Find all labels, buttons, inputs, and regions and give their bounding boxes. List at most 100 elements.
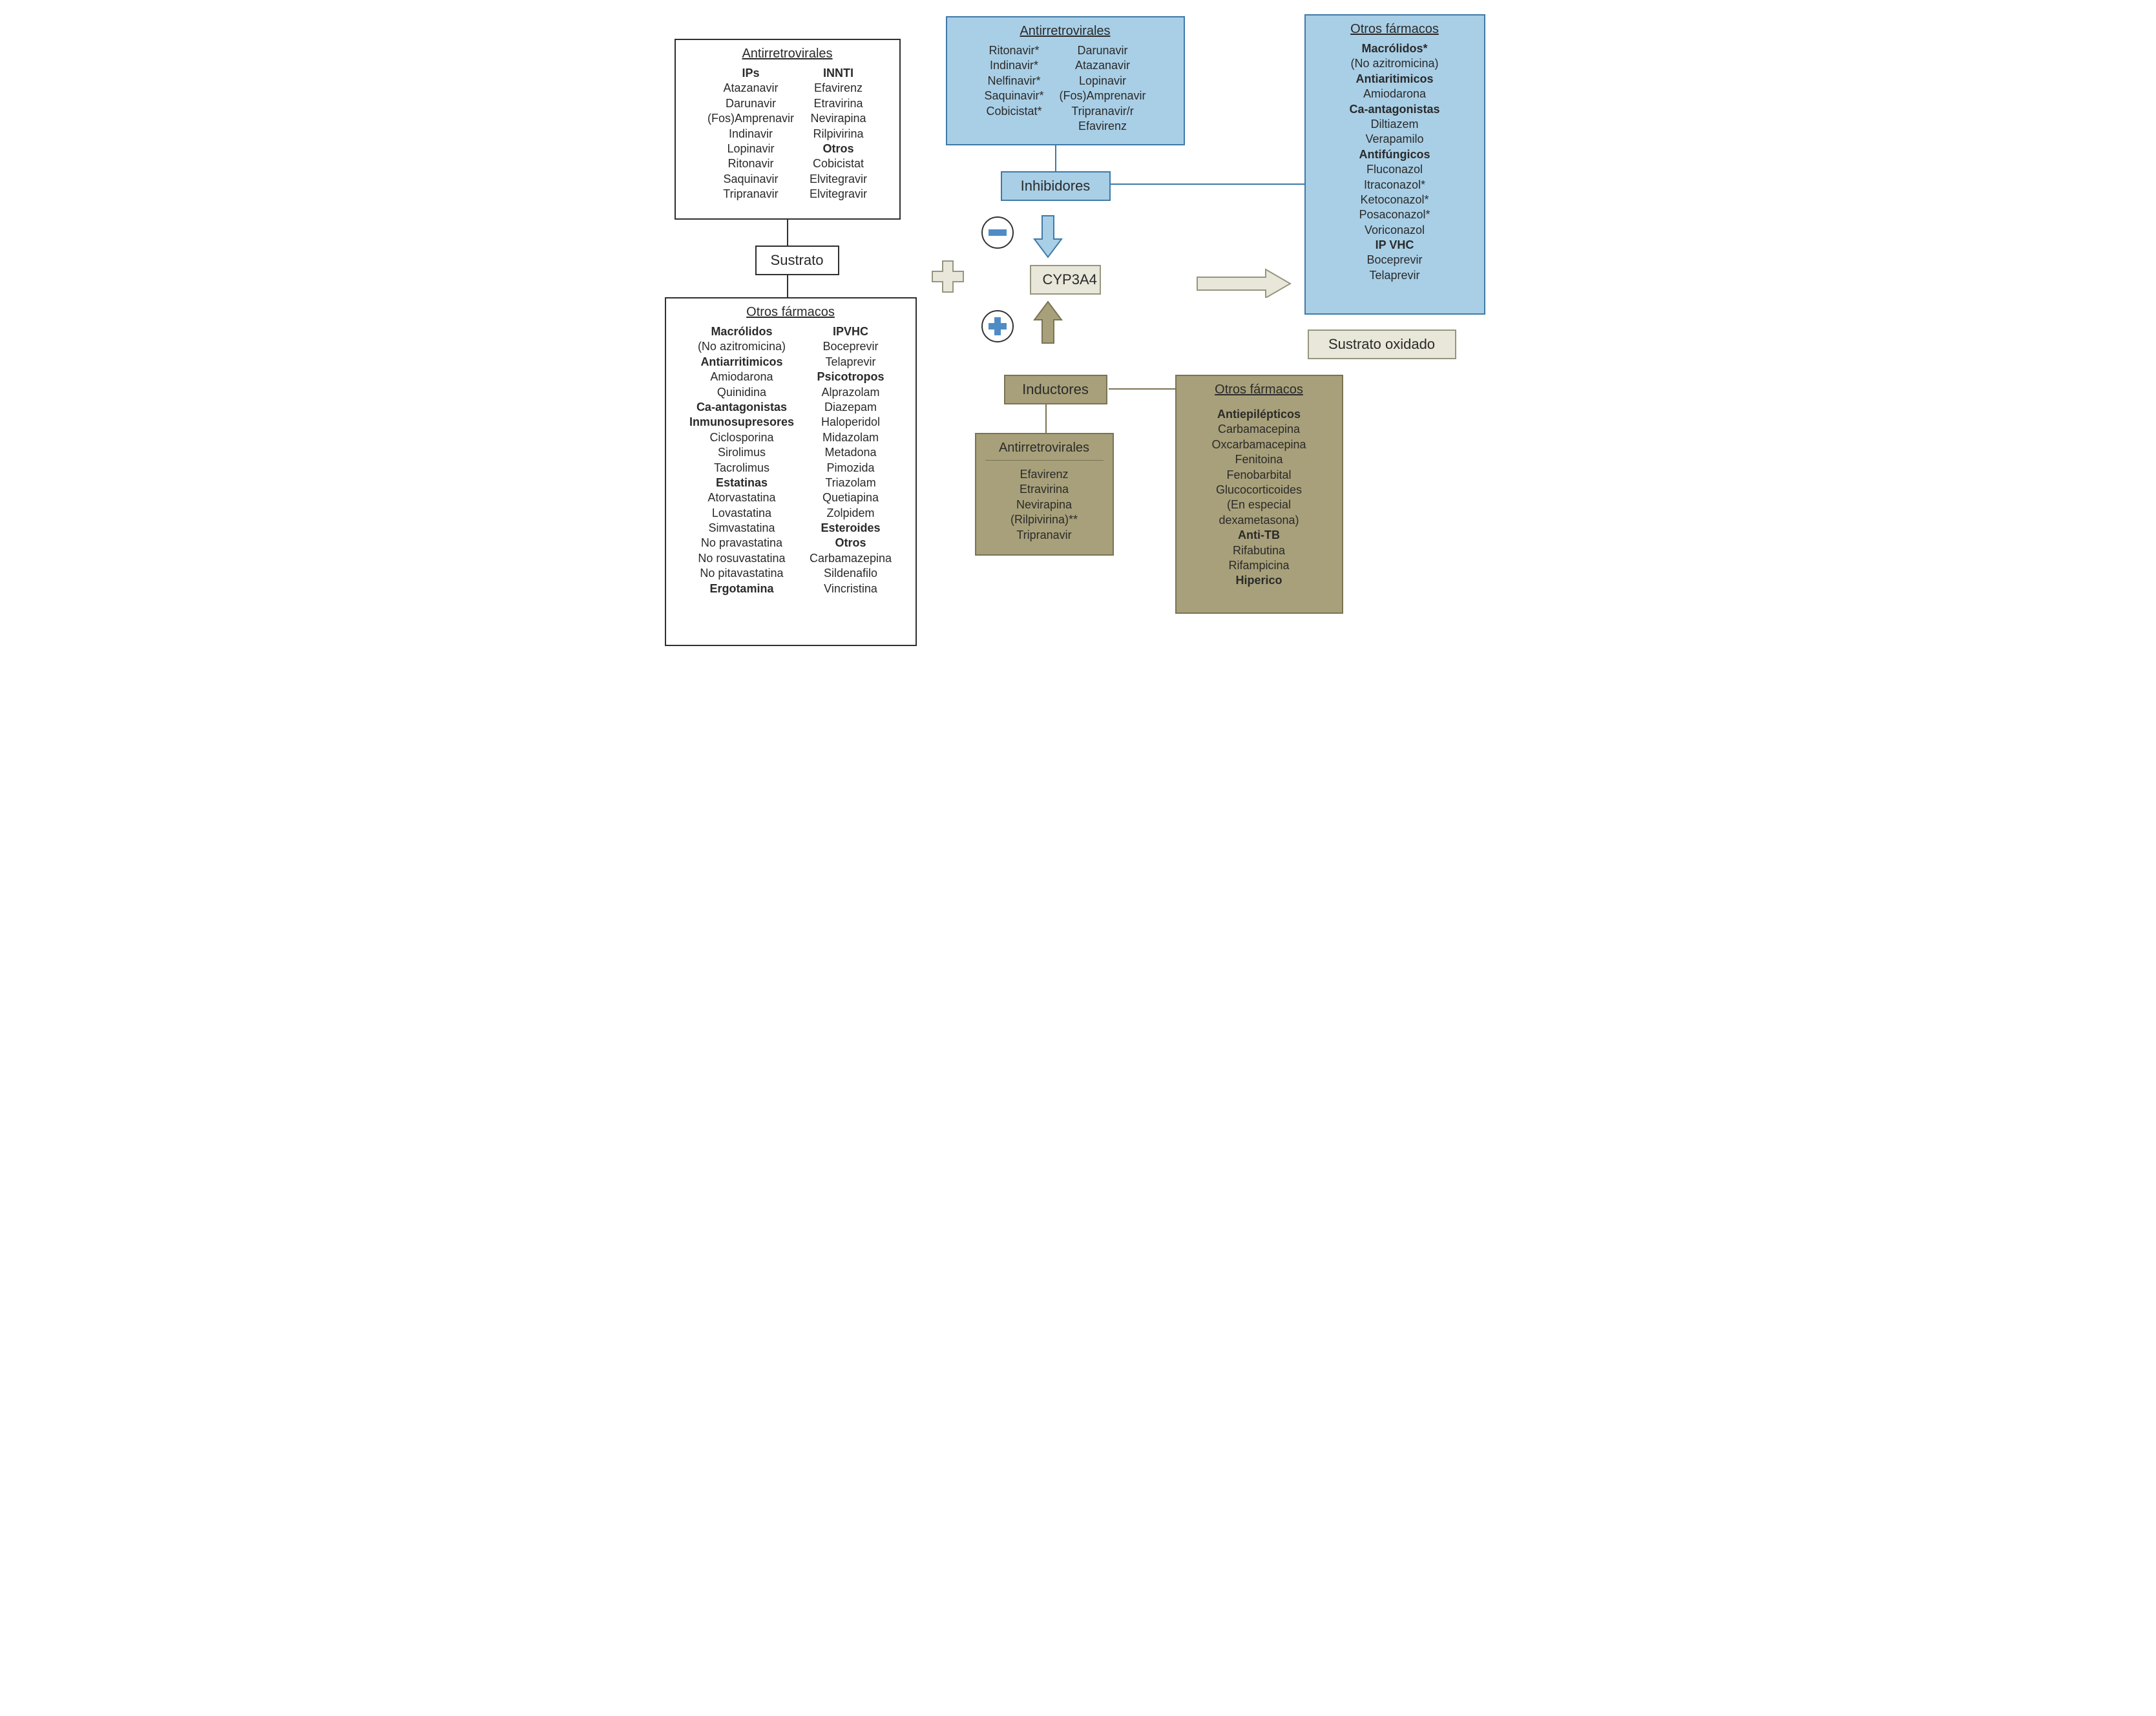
list-item: No pravastatina (701, 536, 782, 550)
list-item: Hiperico (1235, 573, 1282, 588)
list-item: No rosuvastatina (698, 551, 785, 566)
list-item: Efavirenz (1020, 467, 1068, 482)
list-item: (No azitromicina) (1350, 56, 1438, 71)
list-item: Etravirina (1020, 482, 1069, 497)
list-item: Diltiazem (1370, 117, 1418, 132)
list-item: Carbamazepina (810, 551, 892, 566)
list-item: Rifabutina (1233, 543, 1285, 558)
list-item: Atazanavir (723, 81, 778, 96)
list-item: Verapamilo (1365, 132, 1423, 147)
list-item: Efavirenz (1078, 119, 1127, 134)
substrate-innti-column: INNTIEfavirenzEtravirinaNevirapinaRilpiv… (810, 66, 867, 202)
substrate-ips-column: IPsAtazanavirDarunavir(Fos)AmprenavirInd… (707, 66, 794, 202)
list-item: Simvastatina (708, 521, 775, 536)
list-item: Tripranavir/r (1071, 104, 1133, 119)
list-item: Telaprevir (826, 355, 876, 370)
list-item: No pitavastatina (700, 566, 783, 581)
substrate-label: Sustrato (771, 252, 824, 268)
list-item: Haloperidol (821, 415, 880, 430)
list-item: Zolpidem (827, 506, 875, 521)
down-arrow-icon (1033, 213, 1063, 260)
list-item: Elvitegravir (810, 172, 867, 187)
list-item: Amiodarona (1363, 87, 1426, 101)
list-item: Quinidina (717, 385, 766, 400)
list-item: Voriconazol (1365, 223, 1425, 238)
list-item: Ergotamina (709, 581, 773, 596)
cyp3a4-node: CYP3A4 (1030, 265, 1101, 295)
column-header: IPs (742, 66, 759, 81)
list-item: Lopinavir (727, 141, 774, 156)
inducers-arv-list: EfavirenzEtravirinaNevirapina(Rilpivirin… (985, 467, 1104, 543)
list-item: Glucocorticoides (1216, 483, 1302, 497)
inhibitors-arv-col2: DarunavirAtazanavirLopinavir(Fos)Amprena… (1060, 43, 1146, 134)
list-item: IP VHC (1376, 238, 1414, 253)
inhibitors-antiretrovirals-box: Antirretrovirales Ritonavir*Indinavir*Ne… (946, 16, 1185, 145)
list-item: Ritonavir (727, 156, 773, 171)
column-header: Otros (823, 141, 854, 156)
list-item: Ketoconazol* (1360, 193, 1429, 207)
list-item: IPVHC (833, 324, 868, 339)
list-item: Tacrolimus (714, 461, 769, 476)
list-item: Triazolam (825, 476, 875, 490)
list-item: Boceprevir (1366, 253, 1422, 267)
list-item: Telaprevir (1369, 268, 1419, 283)
oxidized-substrate-label: Sustrato oxidado (1328, 336, 1435, 352)
list-item: Atorvastatina (707, 490, 775, 505)
list-item: Atazanavir (1075, 58, 1130, 73)
list-item: Estatinas (716, 476, 768, 490)
list-item: Metadona (824, 445, 876, 460)
box-title: Antirretrovirales (685, 45, 890, 62)
list-item: Sirolimus (718, 445, 766, 460)
right-arrow-icon (1195, 268, 1293, 298)
substrate-other-drugs-box: Otros fármacos Macrólidos(No azitromicin… (665, 297, 917, 646)
list-item: Inmunosupresores (689, 415, 794, 430)
list-item: Sildenafilo (824, 566, 877, 581)
substrate-other-col1: Macrólidos(No azitromicina)Antiarritimic… (689, 324, 794, 596)
list-item: Antifúngicos (1359, 147, 1430, 162)
inhibitors-other-drugs-box: Otros fármacos Macrólidos*(No azitromici… (1304, 14, 1485, 315)
list-item: Rifampicina (1228, 558, 1289, 573)
list-item: Fenobarbital (1226, 468, 1291, 483)
inhibitors-other-list: Macrólidos*(No azitromicina)Antiaritimic… (1315, 41, 1475, 283)
inducers-label: Inductores (1022, 381, 1089, 397)
list-item: Etravirina (814, 96, 863, 111)
list-item: Rilpivirina (813, 127, 864, 141)
list-item: Quetiapina (822, 490, 879, 505)
list-item: (Fos)Amprenavir (707, 111, 794, 126)
substrate-other-col2: IPVHCBoceprevirTelaprevirPsicotroposAlpr… (810, 324, 892, 596)
minus-icon (981, 216, 1014, 249)
list-item: Ca-antagonistas (1349, 102, 1439, 117)
inhibitors-arv-col1: Ritonavir*Indinavir*Nelfinavir*Saquinavi… (984, 43, 1043, 134)
list-item: Fenitoina (1235, 452, 1282, 467)
inducers-antiretrovirals-box: Antirretrovirales EfavirenzEtravirinaNev… (975, 433, 1114, 556)
list-item: Midazolam (822, 430, 879, 445)
substrate-antiretrovirals-box: Antirretrovirales IPsAtazanavirDarunavir… (675, 39, 901, 220)
list-item: Amiodarona (710, 370, 773, 384)
list-item: Ca-antagonistas (696, 400, 787, 415)
list-item: Alprazolam (822, 385, 880, 400)
list-item: Macrólidos* (1361, 41, 1427, 56)
list-item: (Rilpivirina)** (1010, 512, 1078, 527)
inhibitors-node: Inhibidores (1001, 171, 1111, 201)
list-item: Tripranavir (723, 187, 778, 202)
list-item: Antiaritimicos (1355, 72, 1433, 87)
list-item: Carbamacepina (1218, 422, 1300, 437)
list-item: Nevirapina (1016, 497, 1072, 512)
list-item: Darunavir (1078, 43, 1128, 58)
list-item: Pimozida (827, 461, 875, 476)
list-item: Diazepam (824, 400, 877, 415)
list-item: (No azitromicina) (698, 339, 786, 354)
list-item: Indinavir (729, 127, 773, 141)
list-item: Nelfinavir* (987, 74, 1040, 89)
list-item: Lopinavir (1079, 74, 1126, 89)
list-item: Antiepilépticos (1217, 407, 1301, 422)
box-title: Otros fármacos (1315, 21, 1475, 37)
box-title: Otros fármacos (1186, 381, 1333, 398)
list-item: Fluconazol (1366, 162, 1423, 177)
box-title: Otros fármacos (675, 304, 906, 320)
up-arrow-icon (1033, 300, 1063, 347)
list-item: Saquinavir* (984, 89, 1043, 103)
list-item: dexametasona) (1219, 513, 1299, 528)
box-title: Antirretrovirales (985, 439, 1104, 461)
list-item: Darunavir (726, 96, 776, 111)
